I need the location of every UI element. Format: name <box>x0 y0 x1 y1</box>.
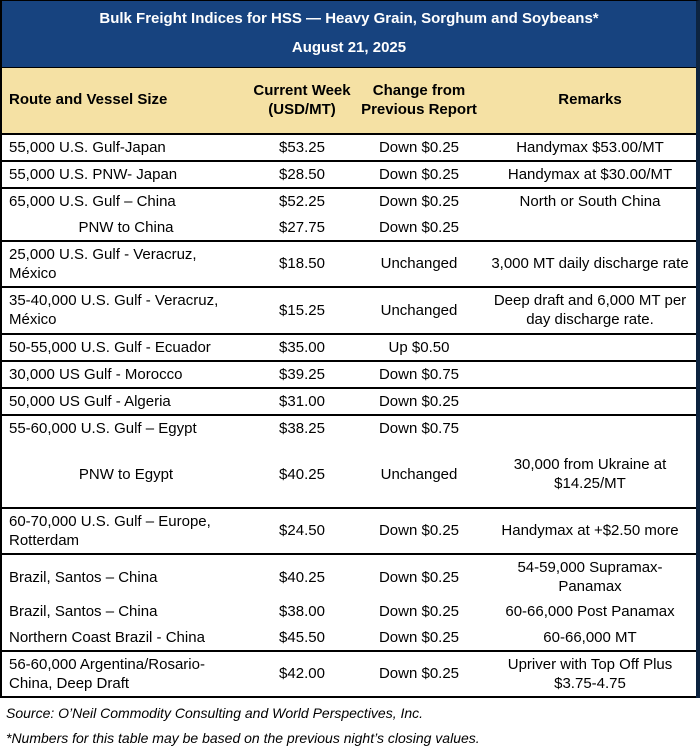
change-cell: Unchanged <box>354 240 484 288</box>
table-row: 65,000 U.S. Gulf – China $52.25 Down $0.… <box>2 188 696 215</box>
remarks-cell: 60-66,000 MT <box>484 624 696 651</box>
table-row: 35-40,000 U.S. Gulf - Veracruz, México $… <box>2 287 696 334</box>
current-week-cell: $40.25 <box>250 441 354 508</box>
current-week-cell: $27.75 <box>250 214 354 241</box>
column-header-current-week: Current Week (USD/MT) <box>250 68 354 135</box>
current-week-cell: $18.50 <box>250 240 354 288</box>
table-row: 30,000 US Gulf - Morocco $39.25 Down $0.… <box>2 360 696 388</box>
remarks-cell <box>484 415 696 442</box>
remarks-cell <box>484 360 696 388</box>
current-week-cell: $24.50 <box>250 507 354 554</box>
current-week-cell: $52.25 <box>250 188 354 215</box>
table-row: 50,000 US Gulf - Algeria $31.00 Down $0.… <box>2 387 696 416</box>
report-title: Bulk Freight Indices for HSS — Heavy Gra… <box>99 10 599 27</box>
change-cell: Down $0.25 <box>354 624 484 651</box>
source-note: Source: O’Neil Commodity Consulting and … <box>6 705 424 722</box>
current-week-cell: $28.50 <box>250 161 354 189</box>
current-week-cell: $38.00 <box>250 599 354 625</box>
route-cell: 55,000 U.S. Gulf-Japan <box>2 134 250 162</box>
remarks-cell: Handymax at $30.00/MT <box>484 161 696 189</box>
route-cell: 65,000 U.S. Gulf – China <box>2 188 250 215</box>
route-cell: 60-70,000 U.S. Gulf – Europe, Rotterdam <box>2 507 250 554</box>
remarks-cell: Handymax at +$2.50 more <box>484 507 696 554</box>
route-cell: PNW to China <box>2 214 250 241</box>
report-date: August 21, 2025 <box>291 39 407 56</box>
change-cell: Unchanged <box>354 441 484 508</box>
current-week-cell: $35.00 <box>250 333 354 361</box>
remarks-cell <box>484 333 696 361</box>
current-week-cell: $39.25 <box>250 360 354 388</box>
freight-table-box: Bulk Freight Indices for HSS — Heavy Gra… <box>0 0 700 699</box>
change-cell: Down $0.25 <box>354 507 484 554</box>
route-cell: Northern Coast Brazil - China <box>2 624 250 651</box>
table-row: 55,000 U.S. PNW- Japan $28.50 Down $0.25… <box>2 161 696 189</box>
current-week-cell: $42.00 <box>250 650 354 698</box>
remarks-cell: Deep draft and 6,000 MT per day discharg… <box>484 287 696 334</box>
change-cell: Down $0.25 <box>354 554 484 600</box>
column-header-remarks: Remarks <box>484 68 696 135</box>
change-cell: Up $0.50 <box>354 333 484 361</box>
remarks-cell: 3,000 MT daily discharge rate <box>484 240 696 288</box>
freight-indices-table: Route and Vessel Size Current Week (USD/… <box>2 68 696 699</box>
current-week-cell: $45.50 <box>250 624 354 651</box>
table-row: 55-60,000 U.S. Gulf – Egypt $38.25 Down … <box>2 415 696 442</box>
remarks-cell: 30,000 from Ukraine at $14.25/MT <box>484 441 696 508</box>
table-header: Route and Vessel Size Current Week (USD/… <box>2 68 696 135</box>
remarks-cell <box>484 387 696 416</box>
table-row: 60-70,000 U.S. Gulf – Europe, Rotterdam … <box>2 507 696 554</box>
column-header-change: Change from Previous Report <box>354 68 484 135</box>
remarks-cell: Upriver with Top Off Plus $3.75-4.75 <box>484 650 696 698</box>
route-cell: 50-55,000 U.S. Gulf - Ecuador <box>2 333 250 361</box>
change-cell: Down $0.25 <box>354 387 484 416</box>
change-cell: Unchanged <box>354 287 484 334</box>
change-cell: Down $0.25 <box>354 599 484 625</box>
remarks-cell: Handymax $53.00/MT <box>484 134 696 162</box>
route-cell: PNW to Egypt <box>2 441 250 508</box>
table-row: PNW to China $27.75 Down $0.25 <box>2 214 696 241</box>
change-cell: Down $0.75 <box>354 360 484 388</box>
route-cell: 50,000 US Gulf - Algeria <box>2 387 250 416</box>
route-cell: 25,000 U.S. Gulf - Veracruz, México <box>2 240 250 288</box>
change-cell: Down $0.25 <box>354 650 484 698</box>
table-body: 55,000 U.S. Gulf-Japan $53.25 Down $0.25… <box>2 134 696 698</box>
table-row: 56-60,000 Argentina/Rosario-China, Deep … <box>2 650 696 698</box>
table-row: 50-55,000 U.S. Gulf - Ecuador $35.00 Up … <box>2 333 696 361</box>
table-row: Northern Coast Brazil - China $45.50 Dow… <box>2 624 696 651</box>
footnote: *Numbers for this table may be based on … <box>6 730 480 747</box>
route-cell: 56-60,000 Argentina/Rosario-China, Deep … <box>2 650 250 698</box>
change-cell: Down $0.75 <box>354 415 484 442</box>
current-week-cell: $38.25 <box>250 415 354 442</box>
current-week-cell: $40.25 <box>250 554 354 600</box>
column-header-route: Route and Vessel Size <box>2 68 250 135</box>
route-cell: 35-40,000 U.S. Gulf - Veracruz, México <box>2 287 250 334</box>
remarks-cell: North or South China <box>484 188 696 215</box>
route-cell: Brazil, Santos – China <box>2 554 250 600</box>
table-row: Brazil, Santos – China $38.00 Down $0.25… <box>2 599 696 625</box>
table-row: Brazil, Santos – China $40.25 Down $0.25… <box>2 554 696 600</box>
table-row: 55,000 U.S. Gulf-Japan $53.25 Down $0.25… <box>2 134 696 162</box>
route-cell: 55-60,000 U.S. Gulf – Egypt <box>2 415 250 442</box>
route-cell: 30,000 US Gulf - Morocco <box>2 360 250 388</box>
current-week-cell: $31.00 <box>250 387 354 416</box>
change-cell: Down $0.25 <box>354 134 484 162</box>
route-cell: Brazil, Santos – China <box>2 599 250 625</box>
remarks-cell: 60-66,000 Post Panamax <box>484 599 696 625</box>
current-week-cell: $15.25 <box>250 287 354 334</box>
report-banner: Bulk Freight Indices for HSS — Heavy Gra… <box>2 1 696 68</box>
current-week-cell: $53.25 <box>250 134 354 162</box>
route-cell: 55,000 U.S. PNW- Japan <box>2 161 250 189</box>
change-cell: Down $0.25 <box>354 188 484 215</box>
table-row: PNW to Egypt $40.25 Unchanged 30,000 fro… <box>2 441 696 508</box>
report-footer: Source: O’Neil Commodity Consulting and … <box>0 698 700 751</box>
change-cell: Down $0.25 <box>354 214 484 241</box>
table-row: 25,000 U.S. Gulf - Veracruz, México $18.… <box>2 240 696 288</box>
change-cell: Down $0.25 <box>354 161 484 189</box>
remarks-cell: 54-59,000 Supramax-Panamax <box>484 554 696 600</box>
remarks-cell <box>484 214 696 241</box>
